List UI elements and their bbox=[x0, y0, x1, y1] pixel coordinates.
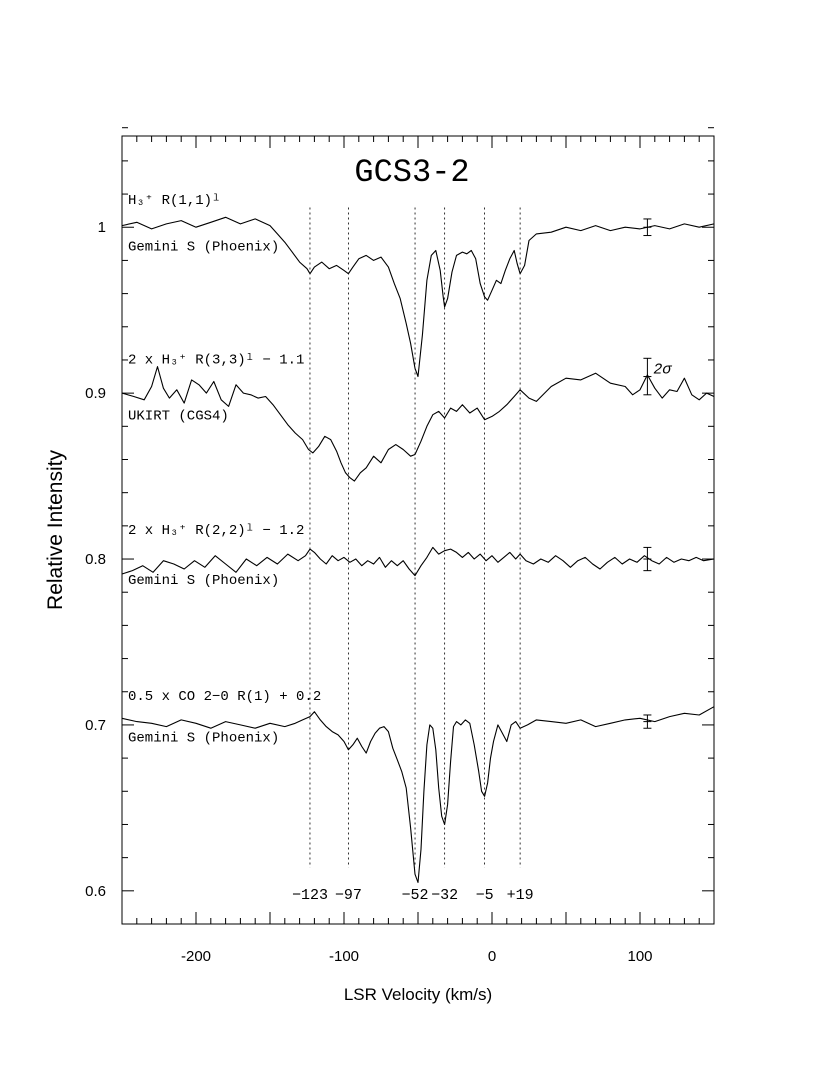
y-tick-labels: 0.6 0.7 0.8 0.9 1 bbox=[85, 219, 106, 900]
x-tick-label: -100 bbox=[329, 948, 359, 965]
y-axis-label: Relative Intensity bbox=[44, 450, 67, 610]
reference-velocity-labels: −123 −97 −52 −32 −5 +19 bbox=[292, 887, 534, 904]
y-tick-label: 0.8 bbox=[85, 551, 106, 568]
spectrum-label: 2 x H₃⁺ R(2,2)ˡ − 1.2 bbox=[128, 523, 304, 539]
spectrum-label: 0.5 x CO 2−0 R(1) + 0.2 bbox=[128, 689, 321, 705]
chart-title: GCS3-2 bbox=[354, 154, 469, 191]
reference-label: +19 bbox=[507, 887, 534, 904]
reference-label: −5 bbox=[476, 887, 494, 904]
spectrum-label: H₃⁺ R(1,1)ˡ bbox=[128, 193, 220, 209]
spectrum-labels: H₃⁺ R(1,1)ˡ Gemini S (Phoenix) 2 x H₃⁺ R(3… bbox=[128, 193, 321, 746]
spectrum-instrument-label: Gemini S (Phoenix) bbox=[128, 239, 279, 255]
y-tick-label: 0.6 bbox=[85, 883, 106, 900]
x-tick-labels: -200 -100 0 100 bbox=[181, 948, 653, 965]
reference-label: −32 bbox=[431, 887, 458, 904]
y-tick-label: 1 bbox=[98, 219, 106, 236]
spectrum-line bbox=[121, 546, 715, 577]
spectrum-instrument-label: Gemini S (Phoenix) bbox=[128, 573, 279, 589]
x-tick-label: -200 bbox=[181, 948, 211, 965]
error-bars: 2σ bbox=[643, 218, 672, 729]
error-bar-label: 2σ bbox=[653, 361, 672, 378]
spectrum-line bbox=[121, 706, 715, 884]
spectrum-line bbox=[121, 216, 715, 378]
x-axis-label: LSR Velocity (km/s) bbox=[344, 985, 492, 1004]
y-tick-label: 0.9 bbox=[85, 385, 106, 402]
spectrum-instrument-label: Gemini S (Phoenix) bbox=[128, 731, 279, 747]
spectrum-line bbox=[121, 366, 715, 482]
x-tick-label: 100 bbox=[627, 948, 652, 965]
spectrum-label: 2 x H₃⁺ R(3,3)ˡ − 1.1 bbox=[128, 352, 304, 368]
reference-label: −123 bbox=[292, 887, 328, 904]
reference-label: −52 bbox=[402, 887, 429, 904]
axis-ticks bbox=[121, 127, 715, 924]
spectra bbox=[121, 216, 715, 884]
reference-label: −97 bbox=[335, 887, 362, 904]
x-tick-label: 0 bbox=[488, 948, 496, 965]
reference-velocity-lines bbox=[309, 207, 521, 868]
y-tick-label: 0.7 bbox=[85, 717, 106, 734]
spectrum-instrument-label: UKIRT (CGS4) bbox=[128, 409, 229, 425]
